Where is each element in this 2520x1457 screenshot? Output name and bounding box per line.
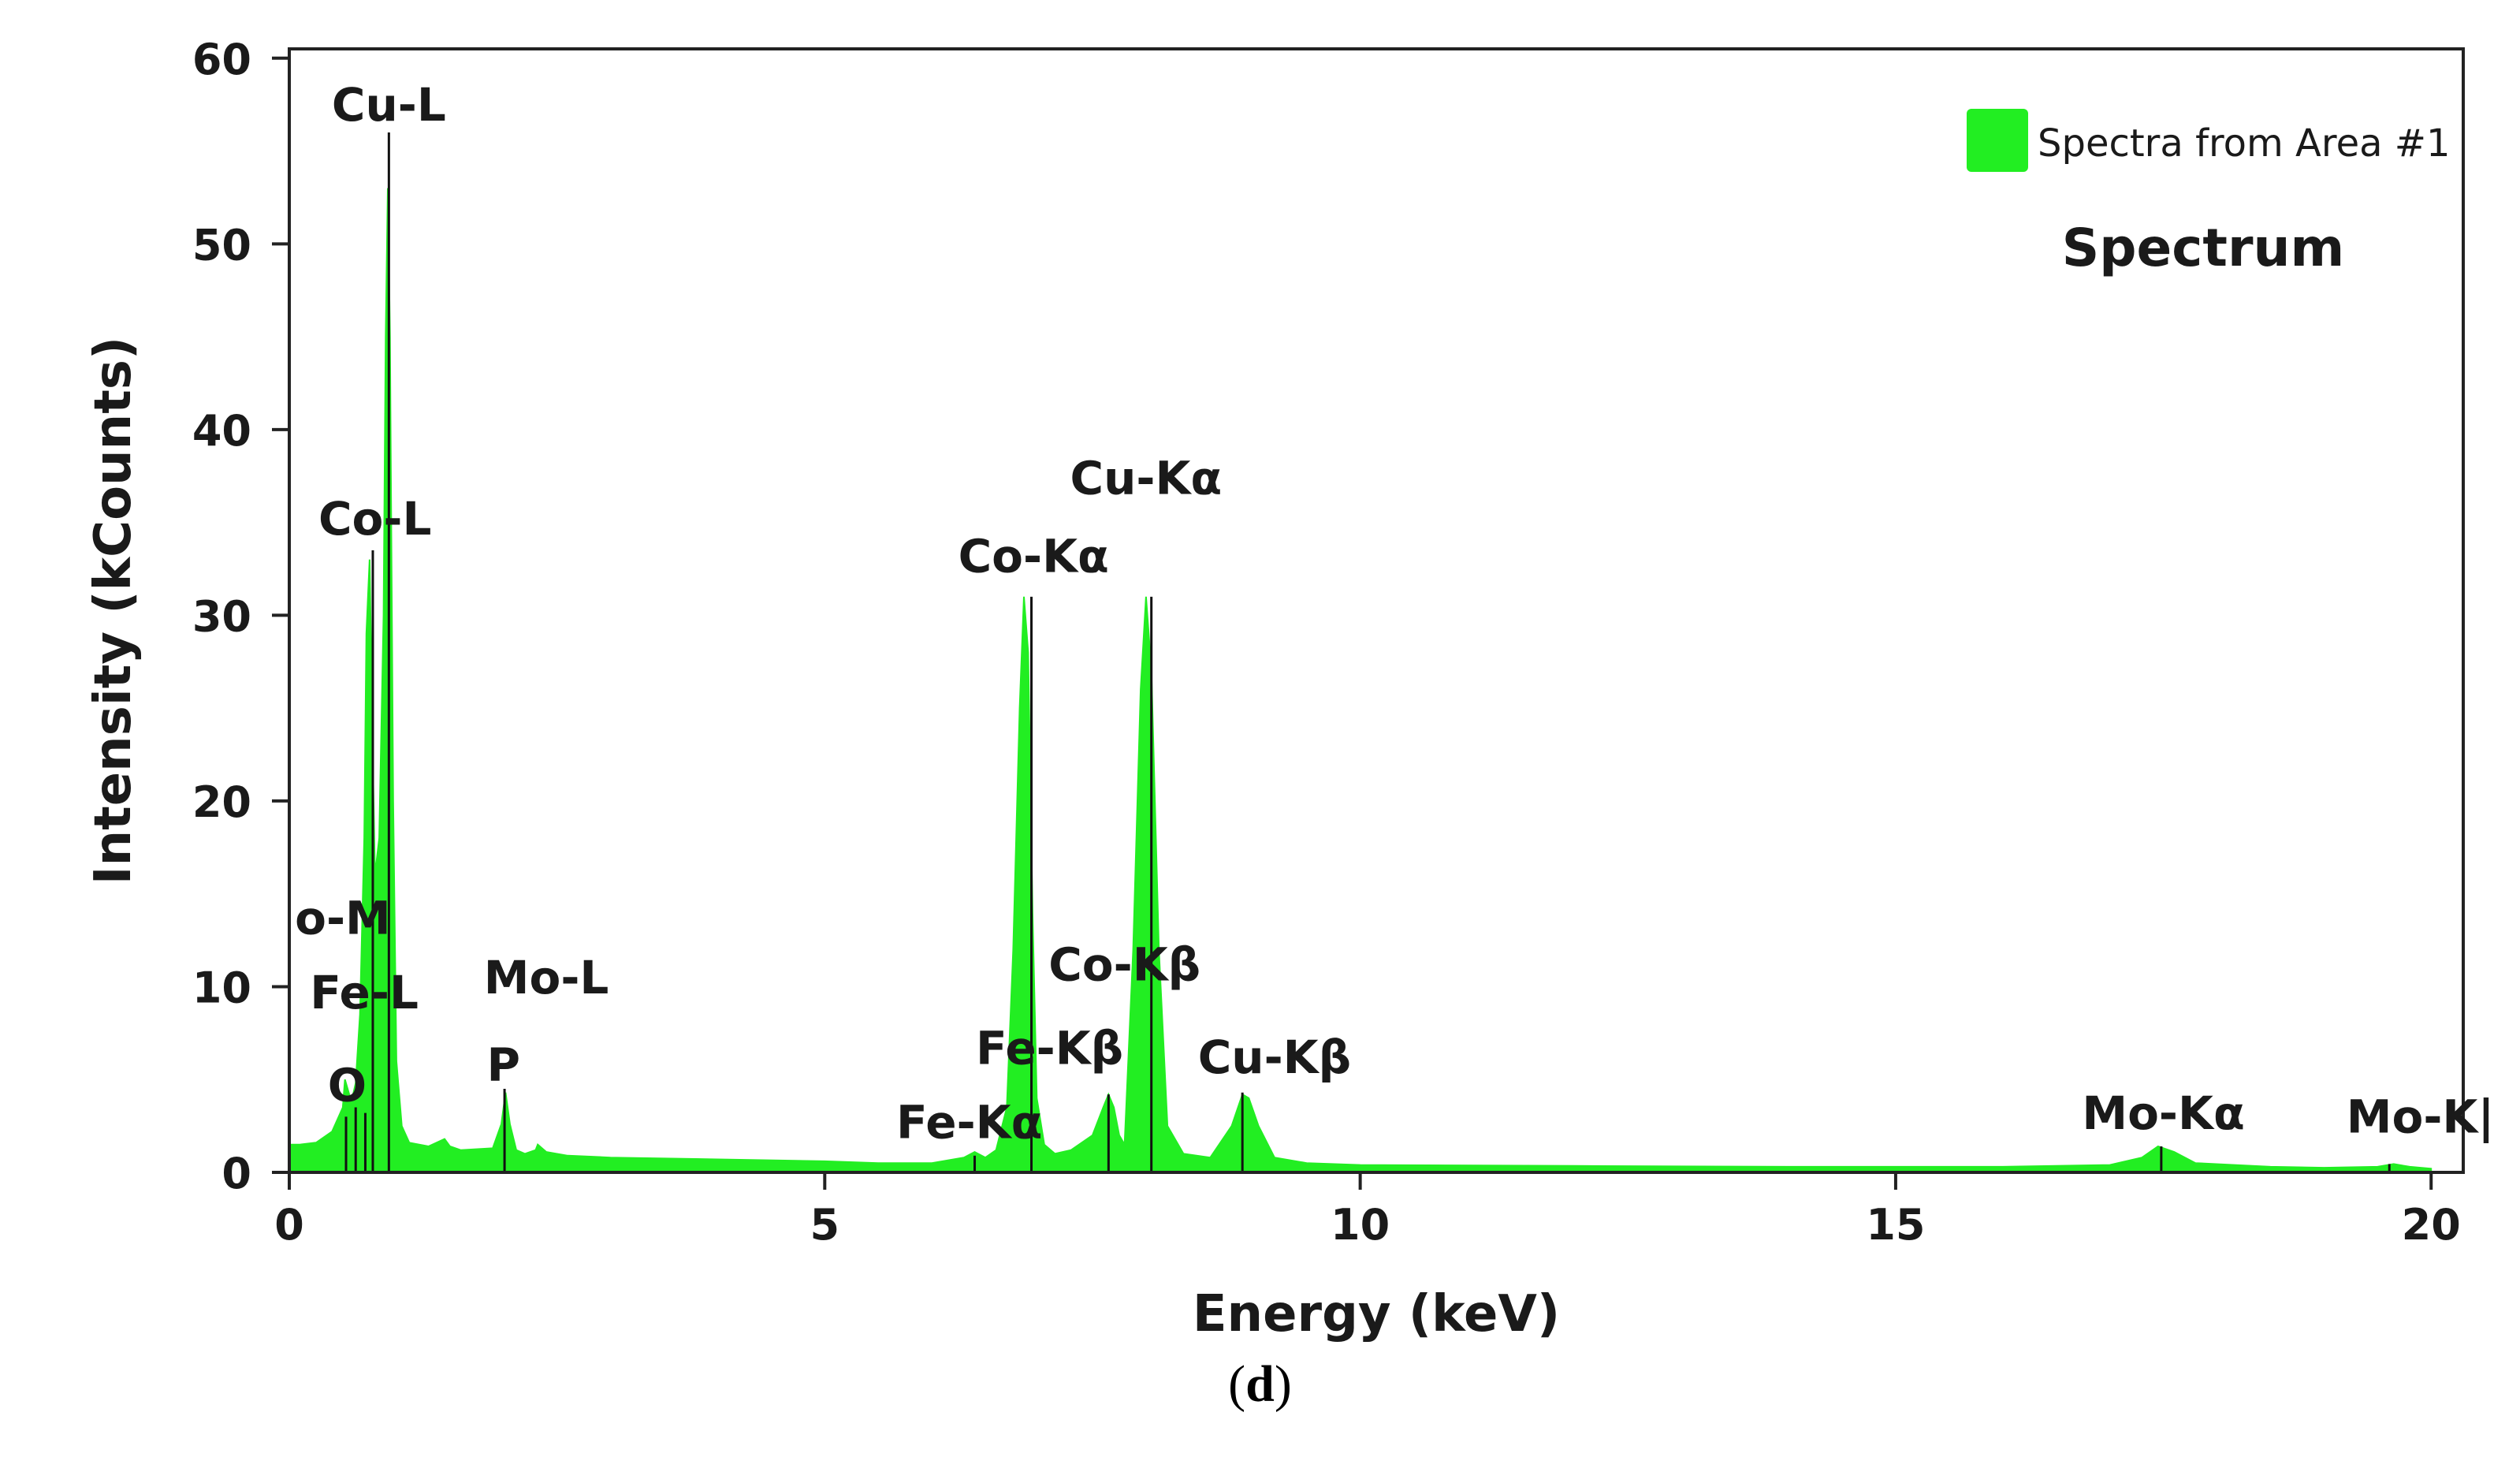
x-axis-title: Energy (keV) bbox=[1193, 1285, 1560, 1343]
series-layer bbox=[288, 188, 2433, 1173]
axes-frame bbox=[288, 47, 2465, 1174]
panel-label: (d) bbox=[0, 1355, 2520, 1414]
chart-title: Spectrum bbox=[2062, 218, 2345, 278]
panel-label-close: ) bbox=[1274, 1355, 1292, 1413]
peak-label-12: Cu-Kβ bbox=[1198, 1030, 1351, 1084]
peak-label-13: Mo-Kα bbox=[2082, 1086, 2244, 1140]
peak-label-10: Fe-Kβ bbox=[976, 1021, 1123, 1075]
plot-background bbox=[289, 49, 2463, 1172]
y-tick-label-4: 40 bbox=[192, 406, 251, 456]
y-tick-label-1: 10 bbox=[192, 963, 251, 1012]
axis-ticks: 0 5 10 15 20 0 10 20 30 40 50 60 bbox=[192, 35, 2461, 1250]
y-tick-label-0: 0 bbox=[221, 1149, 251, 1198]
panel-label-open: ( bbox=[1228, 1355, 1246, 1413]
peak-label-7: Fe-Kα bbox=[896, 1096, 1042, 1150]
legend: Spectra from Area #1 bbox=[1967, 109, 2451, 172]
peak-label-1: Co-L bbox=[318, 492, 431, 546]
panel-label-letter: d bbox=[1245, 1355, 1275, 1413]
y-tick-label-6: 60 bbox=[192, 35, 251, 84]
x-tick-label-3: 15 bbox=[1866, 1200, 1925, 1250]
plot-area bbox=[289, 49, 2463, 1172]
peak-label-11: Co-Kβ bbox=[1048, 937, 1200, 991]
y-tick-label-3: 30 bbox=[192, 591, 251, 641]
peak-label-2: o-M bbox=[295, 892, 391, 945]
peak-label-14: Mo-K| bbox=[2347, 1090, 2495, 1144]
plot-frame bbox=[288, 47, 2465, 1174]
peak-marker-layer bbox=[344, 132, 2391, 1172]
x-tick-label-2: 10 bbox=[1331, 1200, 1390, 1250]
peak-label-4: O bbox=[328, 1059, 367, 1112]
peak-label-5: Mo-L bbox=[484, 951, 609, 1004]
peak-label-9: Cu-Kα bbox=[1070, 451, 1223, 505]
y-axis-title: Intensity (kCounts) bbox=[84, 337, 143, 885]
peak-label-3: Fe-L bbox=[310, 966, 419, 1019]
peak-label-0: Cu-L bbox=[332, 78, 446, 132]
x-tick-label-4: 20 bbox=[2402, 1200, 2461, 1250]
y-tick-label-5: 50 bbox=[192, 220, 251, 270]
peak-label-6: P bbox=[486, 1038, 520, 1092]
x-tick-label-1: 5 bbox=[810, 1200, 840, 1250]
legend-swatch bbox=[1967, 109, 2028, 172]
peak-annotations: Cu-L Co-L o-M Fe-L O Mo-L P Fe-Kα Co-Kα Cu-Kα Fe-K… bbox=[295, 78, 2494, 1150]
x-tick-label-0: 0 bbox=[274, 1200, 304, 1250]
y-tick-label-2: 20 bbox=[192, 777, 251, 827]
legend-label: Spectra from Area #1 bbox=[2038, 121, 2451, 166]
peak-label-8: Co-Kα bbox=[958, 529, 1109, 583]
series-area-0 bbox=[288, 188, 2433, 1173]
